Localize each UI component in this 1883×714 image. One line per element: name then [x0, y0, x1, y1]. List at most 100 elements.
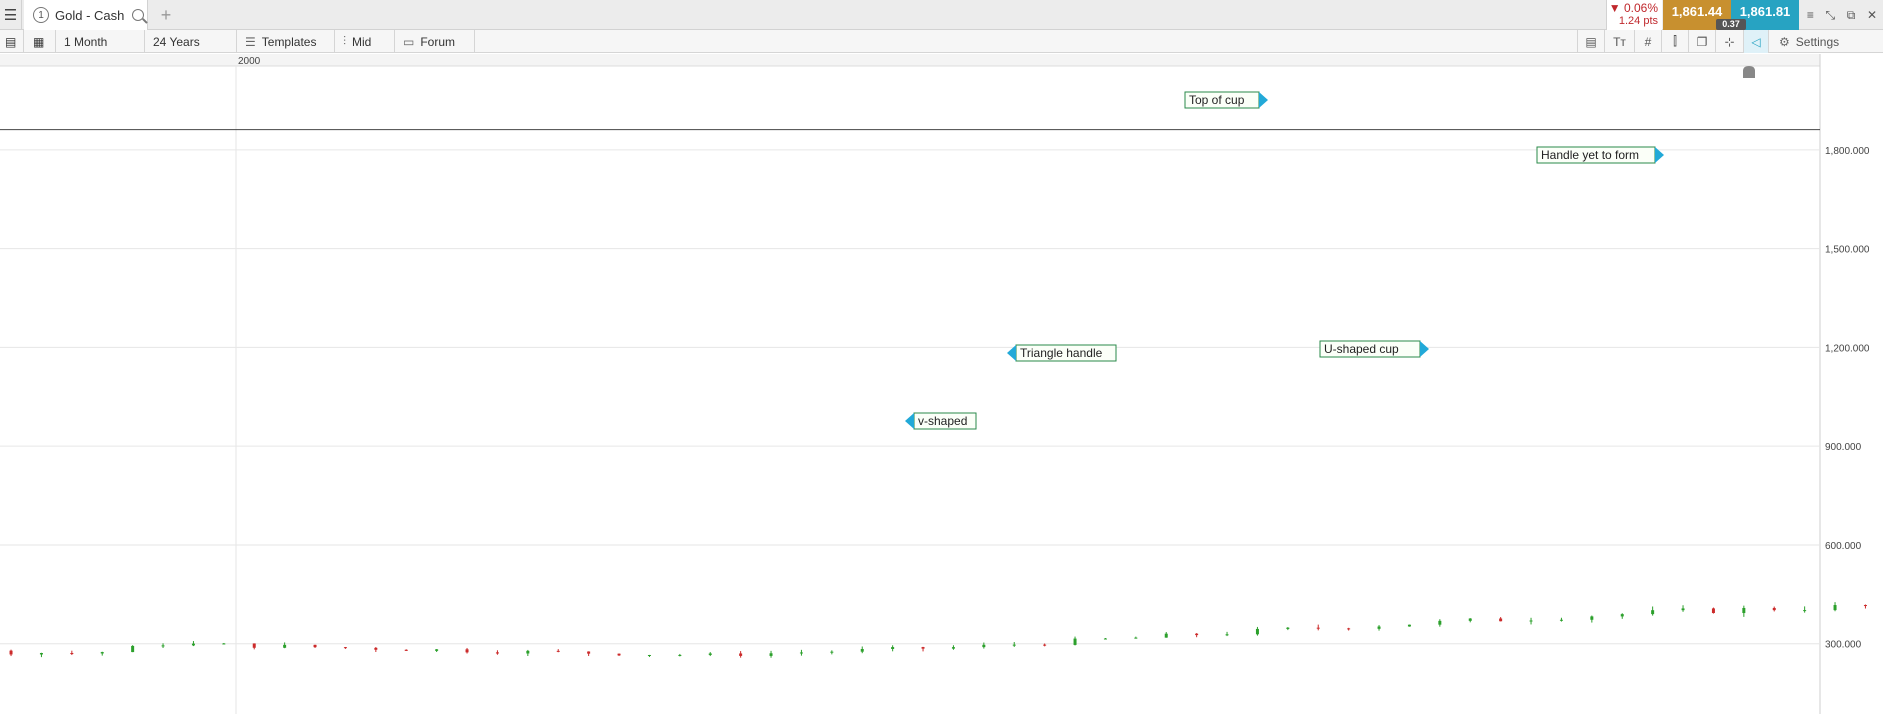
templates-button[interactable]: ☰ Templates — [237, 30, 335, 53]
candle-body — [1134, 637, 1138, 639]
candle-body — [1772, 607, 1776, 611]
candle-body — [313, 644, 317, 648]
y-tick-label: 1,500.000 — [1825, 245, 1870, 256]
candle-body — [1681, 608, 1685, 611]
range-select[interactable]: 24 Years — [145, 30, 237, 53]
candle-body — [739, 653, 743, 656]
y-tick-label: 1,800.000 — [1825, 146, 1870, 157]
price-type-button[interactable]: ⫶ Mid — [335, 30, 395, 53]
candle-body — [556, 650, 560, 652]
candle-body — [587, 651, 591, 654]
alert-icon[interactable] — [1743, 66, 1755, 78]
candle-body — [617, 653, 621, 656]
tab-title: Gold - Cash — [55, 7, 125, 23]
candle-body — [1742, 607, 1746, 614]
crosshair-icon[interactable]: ⊹ — [1715, 30, 1743, 53]
x-tick-label: 2000 — [238, 56, 261, 67]
candle-body — [1863, 605, 1867, 607]
layout-icon[interactable]: ▦ — [24, 30, 56, 53]
settings-label: Settings — [1795, 34, 1840, 49]
interval-label: 1 Month — [64, 34, 108, 49]
candle-body — [1347, 628, 1351, 630]
candle-body — [1529, 620, 1533, 622]
candle-body — [465, 649, 469, 653]
candle-body — [70, 653, 74, 655]
price-change: ▼ 0.06% 1.24 pts — [1606, 0, 1662, 30]
tab-gold-cash[interactable]: 1 Gold - Cash — [24, 0, 148, 30]
search-icon[interactable] — [132, 9, 145, 21]
popout-icon[interactable]: ⧉ — [1846, 7, 1856, 22]
add-tab-button[interactable]: + — [160, 4, 172, 25]
x-axis-strip — [0, 54, 1820, 66]
candle-body — [191, 643, 195, 646]
candle-body — [252, 643, 256, 648]
candle-body — [1407, 624, 1411, 627]
candle-body — [1803, 610, 1807, 612]
candle-body — [982, 644, 986, 648]
menu-icon[interactable]: ☰ — [0, 0, 22, 30]
candle-body — [1043, 644, 1047, 646]
candle-body — [1377, 626, 1381, 629]
candle-body — [1590, 616, 1594, 620]
candle-body — [161, 645, 165, 647]
change-points: 1.24 pts — [1618, 15, 1658, 27]
candle-body — [891, 647, 895, 649]
candle-body — [708, 653, 712, 655]
candle-body — [769, 653, 773, 656]
annotation-arrow — [905, 413, 914, 429]
candle-body — [1438, 620, 1442, 625]
forum-button[interactable]: ▭ Forum — [395, 30, 475, 53]
candle-body — [374, 647, 378, 650]
annotation-arrow — [1007, 345, 1016, 361]
templates-icon: ☰ — [245, 34, 256, 49]
drag-handle-icon[interactable]: ≡ — [1806, 8, 1814, 22]
candle-body — [343, 647, 347, 649]
candle-body — [647, 654, 651, 656]
copy-icon[interactable]: ❐ — [1688, 30, 1715, 53]
candle-body — [526, 650, 530, 654]
templates-label: Templates — [261, 34, 317, 49]
sidebar-toggle-icon[interactable]: ▤ — [0, 30, 24, 53]
candle-body — [1559, 619, 1563, 621]
candle-body — [1225, 634, 1229, 636]
candle-body — [1073, 638, 1077, 645]
y-tick-label: 1,200.000 — [1825, 343, 1870, 354]
candle-body — [1833, 605, 1837, 611]
candle-body — [1316, 627, 1320, 629]
candle-body — [951, 647, 955, 649]
candle-body — [404, 649, 408, 651]
candle-body — [1711, 608, 1715, 614]
collapse-icon[interactable]: ⤡ — [1825, 7, 1836, 22]
interval-select[interactable]: 1 Month — [56, 30, 145, 53]
price-chart[interactable]: 20002005201020152020300.000600.000900.00… — [0, 54, 1883, 714]
candle-body — [100, 652, 104, 654]
candle-body — [1286, 627, 1290, 629]
annotation-arrow — [1655, 147, 1664, 163]
candle-body — [1195, 633, 1199, 636]
text-size-icon[interactable]: Tт — [1604, 30, 1634, 53]
annotation-arrow — [1420, 341, 1429, 357]
annotation-arrow — [1259, 92, 1268, 108]
tag-icon[interactable]: ◁ — [1743, 30, 1768, 53]
settings-button[interactable]: ⚙ Settings — [1768, 30, 1883, 53]
chat-bubble-icon: ▭ — [403, 34, 415, 49]
candle-body — [921, 647, 925, 649]
candle-body — [1012, 644, 1016, 646]
forum-label: Forum — [420, 34, 456, 49]
studies-icon[interactable]: ⫿ — [1661, 30, 1688, 53]
sell-button[interactable]: 1,861.44 — [1663, 0, 1731, 30]
candle-body — [495, 652, 499, 654]
annotation-label: Handle yet to form — [1541, 148, 1639, 162]
notes-icon[interactable]: ▤ — [1577, 30, 1604, 53]
candle-body — [1651, 610, 1655, 615]
candle-body — [1499, 618, 1503, 622]
grid-icon[interactable]: # — [1634, 30, 1661, 53]
close-icon[interactable]: ✕ — [1867, 8, 1878, 22]
tab-number: 1 — [33, 7, 49, 23]
y-tick-label: 300.000 — [1825, 640, 1862, 651]
range-label: 24 Years — [153, 34, 200, 49]
candle-body — [1103, 638, 1107, 640]
y-tick-label: 600.000 — [1825, 541, 1862, 552]
candle-body — [222, 643, 226, 645]
